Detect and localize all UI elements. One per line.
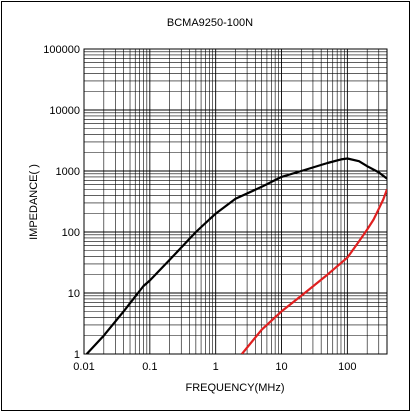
plot-area-border [83, 48, 388, 355]
series-line-black [85, 157, 387, 354]
y-tick-label: 10 [68, 288, 80, 300]
y-tick-label: 10000 [49, 105, 80, 117]
y-tick-label: 1000 [56, 166, 80, 178]
grid-lines [83, 49, 388, 355]
y-tick-labels: 1 10 100 1000 10000 100000 [43, 44, 80, 361]
y-tick-label: 100000 [43, 44, 80, 56]
x-tick-labels: 0.01 0.1 1 10 100 [73, 361, 356, 373]
y-tick-label: 1 [74, 349, 80, 361]
y-tick-label: 100 [62, 227, 80, 239]
x-axis-label: FREQUENCY(MHz) [186, 382, 285, 394]
y-axis-label: IMPEDANCE( ) [28, 164, 40, 240]
x-tick-label: 0.01 [73, 361, 94, 373]
x-tick-label: 1 [213, 361, 219, 373]
series-group [85, 157, 387, 354]
chart-title: BCMA9250-100N [167, 17, 253, 29]
series-line-red [241, 189, 387, 354]
x-tick-label: 100 [338, 361, 356, 373]
x-tick-label: 0.1 [142, 361, 157, 373]
x-tick-label: 10 [275, 361, 287, 373]
